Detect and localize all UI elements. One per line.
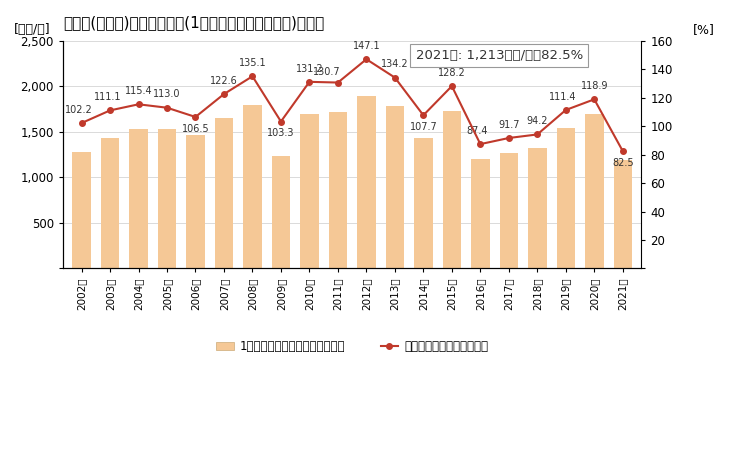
Text: 岡崎市(愛知県)の労働生産性(1人当たり粗付加価値額)の推移: 岡崎市(愛知県)の労働生産性(1人当たり粗付加価値額)の推移 — [63, 15, 324, 30]
Bar — [329, 112, 347, 268]
Bar — [414, 138, 432, 268]
Text: 2021年: 1,213万円/人，82.5%: 2021年: 1,213万円/人，82.5% — [416, 49, 583, 62]
Text: 122.6: 122.6 — [210, 76, 238, 86]
Text: 118.9: 118.9 — [580, 81, 608, 91]
Bar — [357, 96, 375, 268]
Bar — [585, 114, 604, 268]
Text: 102.2: 102.2 — [65, 105, 93, 115]
Bar — [243, 105, 262, 268]
Text: 111.1: 111.1 — [93, 92, 121, 102]
Bar — [614, 160, 632, 268]
Text: 115.4: 115.4 — [125, 86, 152, 96]
Text: 87.4: 87.4 — [467, 126, 488, 136]
Text: 103.3: 103.3 — [268, 128, 295, 138]
Text: [%]: [%] — [693, 23, 715, 36]
Bar — [272, 157, 290, 268]
Bar — [471, 159, 490, 268]
Bar — [528, 148, 547, 268]
Bar — [157, 129, 176, 268]
Text: 128.2: 128.2 — [438, 68, 466, 78]
Text: 134.2: 134.2 — [381, 59, 409, 69]
Bar — [186, 135, 205, 268]
Bar — [72, 152, 91, 268]
Bar — [386, 106, 404, 268]
Bar — [129, 129, 148, 268]
Text: 135.1: 135.1 — [238, 58, 266, 68]
Text: [万円/人]: [万円/人] — [14, 23, 50, 36]
Text: 106.5: 106.5 — [182, 124, 209, 134]
Text: 131.2: 131.2 — [295, 63, 323, 73]
Text: 94.2: 94.2 — [526, 116, 548, 126]
Text: 82.5: 82.5 — [612, 158, 634, 168]
Text: 147.1: 147.1 — [353, 41, 381, 51]
Text: 107.7: 107.7 — [410, 122, 437, 132]
Legend: 1人当たり粗付加価値額（左軸）, 対全国比（右軸）（右軸）: 1人当たり粗付加価値額（左軸）, 対全国比（右軸）（右軸） — [211, 336, 493, 358]
Bar — [443, 111, 461, 268]
Text: 111.4: 111.4 — [549, 92, 577, 102]
Text: 91.7: 91.7 — [498, 120, 520, 130]
Bar — [300, 114, 319, 268]
Bar — [556, 128, 575, 268]
Text: 130.7: 130.7 — [313, 67, 340, 77]
Bar — [215, 118, 233, 268]
Text: 113.0: 113.0 — [153, 90, 181, 99]
Bar — [101, 138, 120, 268]
Bar — [499, 153, 518, 268]
